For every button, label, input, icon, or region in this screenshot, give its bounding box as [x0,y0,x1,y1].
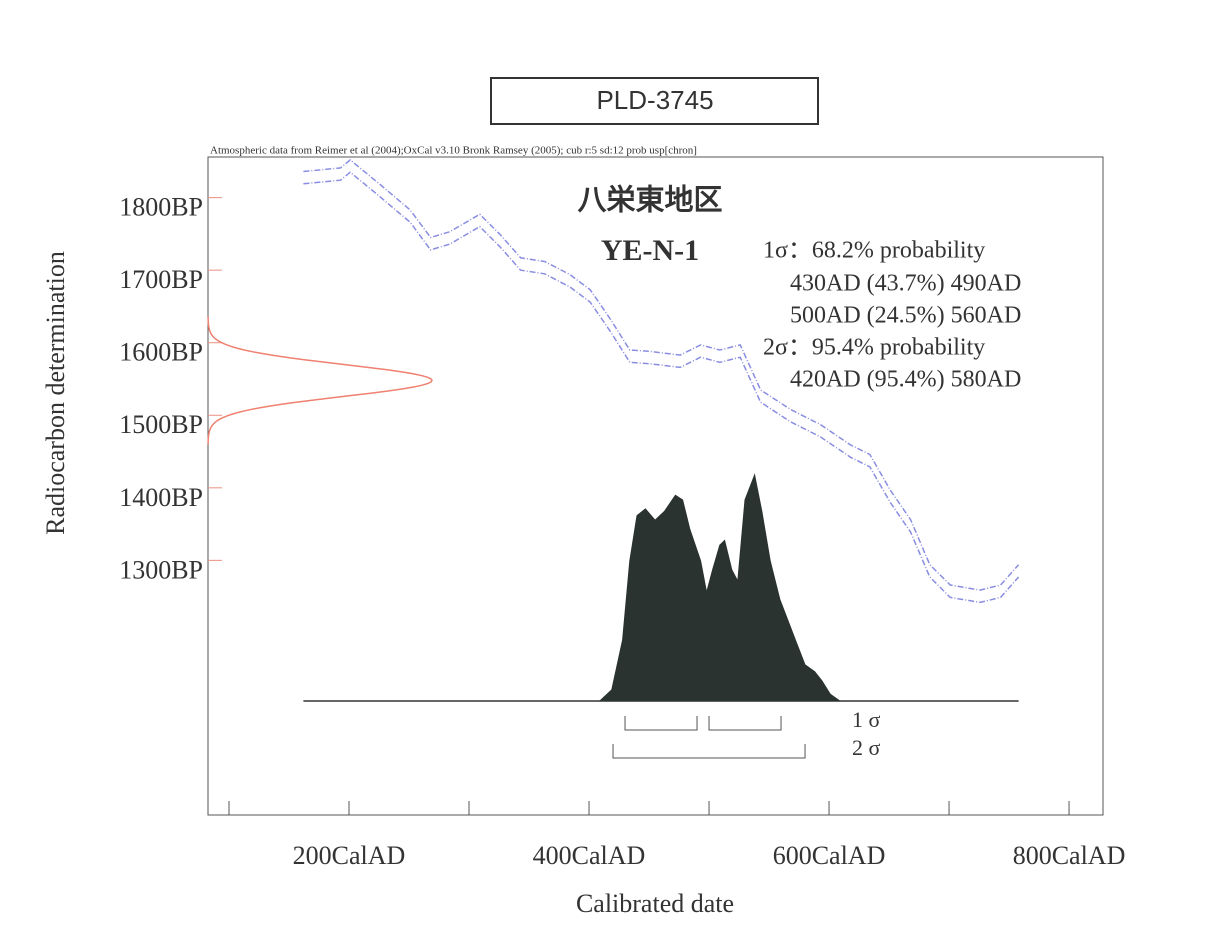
stats-line: 500AD (24.5%) 560AD [790,303,1021,329]
range-bracket [708,716,782,731]
y-tick-label: 1600BP [119,338,203,367]
subtitle: Atmospheric data from Reimer et al (2004… [210,145,697,157]
y-tick-label: 1300BP [119,555,203,584]
y-tick-label: 1400BP [119,483,203,512]
x-tick-label: 600CalAD [773,841,886,870]
y-tick-label: 1800BP [119,193,203,222]
measurement-curve [207,316,433,445]
sample-name: YE-N-1 [601,234,699,267]
y-tick-label: 1700BP [119,265,203,294]
chart-title: PLD-3745 [596,85,713,115]
x-tick-label: 400CalAD [533,841,646,870]
range-bracket [624,716,698,731]
calibration-curve [303,158,1020,591]
x-axis-label: Calibrated date [576,889,734,918]
calibration-curve [303,171,1020,604]
stats-line: 2σ：95.4% probability [763,335,985,361]
stats-line: 430AD (43.7%) 490AD [790,271,1021,297]
y-tick-label: 1500BP [119,410,203,439]
site-name: 八栄東地区 [577,184,722,217]
range-bracket [612,744,806,759]
stats-line: 420AD (95.4%) 580AD [790,367,1021,393]
probability-distribution [598,473,842,702]
x-tick-label: 200CalAD [293,841,406,870]
x-tick-label: 800CalAD [1013,841,1126,870]
range-label: 1 σ [852,707,881,732]
y-axis-label: Radiocarbon determination [41,251,70,535]
plot-frame [207,156,1104,816]
title-box [490,77,819,125]
range-label: 2 σ [852,735,881,760]
stats-line: 1σ：68.2% probability [763,238,985,264]
